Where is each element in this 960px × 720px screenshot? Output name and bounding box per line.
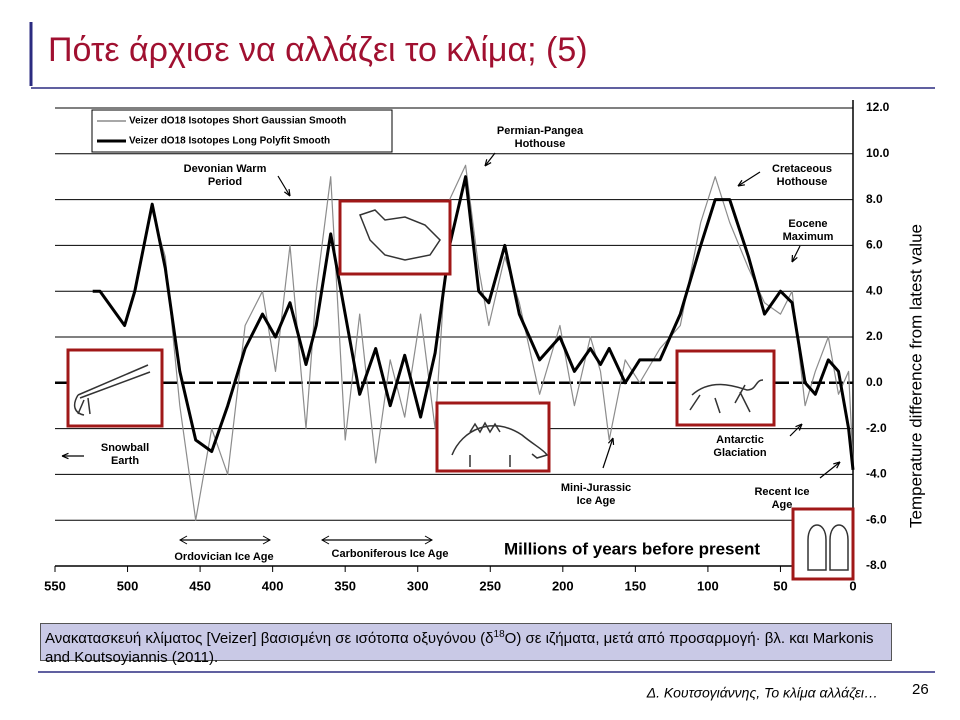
annotation: Hothouse (515, 138, 566, 150)
y-tick-label: 0.0 (866, 375, 883, 389)
x-tick-label: 350 (334, 578, 356, 593)
footer: Δ. Κουτσογιάννης, Το κλίμα αλλάζει… (646, 685, 878, 701)
y-tick-label: 2.0 (866, 329, 883, 343)
picture-frame (791, 507, 855, 581)
annotation-arrow (791, 245, 801, 263)
x-tick-label: 400 (262, 578, 284, 593)
annotation: Period (208, 176, 242, 188)
annotation: Earth (111, 455, 139, 467)
annotation-arrow (484, 152, 496, 167)
picture-sketch (451, 421, 549, 467)
arrow-head (833, 461, 841, 469)
arrow-head (61, 452, 69, 460)
x-tick-label: 50 (773, 578, 787, 593)
annotation: Permian-Pangea (497, 125, 584, 137)
y-tick-label: -6.0 (866, 512, 887, 526)
x-tick-label: 550 (44, 578, 66, 593)
y-tick-label: 10.0 (866, 146, 890, 160)
annotation: Cretaceous (772, 163, 832, 175)
arrow-head (320, 535, 434, 545)
legend-label: Veizer dO18 Isotopes Long Polyfit Smooth (129, 136, 330, 147)
series-line (92, 175, 855, 470)
x-tick-label: 300 (407, 578, 429, 593)
annotation: Age (772, 499, 793, 511)
y-tick-label: 4.0 (866, 283, 883, 297)
caption-sup: 18 (493, 629, 505, 640)
legend-box (91, 109, 393, 153)
x-tick-label: 450 (189, 578, 211, 593)
legend-label: Veizer dO18 Isotopes Short Gaussian Smoo… (129, 116, 346, 127)
picture-frame (338, 199, 452, 276)
y-tick-label: 8.0 (866, 192, 883, 206)
annotation-arrow (737, 171, 761, 187)
annotation: Snowball (101, 442, 149, 454)
annotation: Ice Age (577, 495, 616, 507)
slide-title: Πότε άρχισε να αλλάζει το κλίμα; (5) (48, 31, 588, 69)
y-tick-label: 12.0 (866, 100, 890, 114)
annotation: Glaciation (713, 447, 766, 459)
caption-text: O) σε ιζήματα, μετά από προσαρμογή· βλ. … (45, 630, 874, 666)
x-tick-label: 250 (479, 578, 501, 593)
series-line (151, 164, 854, 521)
annotation: Eocene (788, 218, 827, 230)
arrow-head (283, 188, 291, 197)
x-tick-label: 200 (552, 578, 574, 593)
arrow-head (484, 159, 492, 167)
annotation-arrow (789, 423, 803, 437)
picture-frame (435, 401, 551, 473)
arrow-head (178, 535, 272, 545)
annotation: Devonian Warm (184, 163, 267, 175)
x-tick-label: 100 (697, 578, 719, 593)
y-axis-label: Temperature difference from latest value (906, 224, 925, 528)
caption-text: Ανακατασκευή κλίματος [Veizer] βασισμένη… (45, 630, 494, 647)
x-tick-label: 150 (625, 578, 647, 593)
arrow-head (791, 254, 798, 263)
picture-sketch (689, 379, 764, 414)
annotation: Ordovician Ice Age (174, 551, 273, 563)
picture-sketch (807, 524, 849, 571)
page-number: 26 (912, 681, 929, 698)
y-tick-label: -2.0 (866, 421, 887, 435)
annotation: Maximum (783, 231, 834, 243)
annotation-arrow (277, 175, 291, 197)
picture-frame (675, 349, 776, 427)
arrow-head (737, 179, 746, 187)
caption: Ανακατασκευή κλίματος [Veizer] βασισμένη… (40, 623, 892, 666)
arrow-head (607, 437, 615, 446)
annotation: Carboniferous Ice Age (332, 548, 449, 560)
annotation-arrow (602, 437, 614, 469)
y-tick-label: 6.0 (866, 238, 883, 252)
x-axis-label: Millions of years before present (504, 539, 760, 558)
picture-frame (66, 348, 164, 428)
annotation: Antarctic (716, 434, 764, 446)
picture-sketch (73, 364, 151, 416)
x-tick-label: 0 (849, 578, 856, 593)
arrow-head (795, 423, 803, 431)
y-tick-label: -4.0 (866, 467, 887, 481)
picture-sketch (359, 209, 441, 261)
x-tick-label: 500 (117, 578, 139, 593)
y-tick-label: -8.0 (866, 558, 887, 572)
annotation: Hothouse (777, 176, 828, 188)
annotation: Mini-Jurassic (561, 482, 631, 494)
annotation: Recent Ice (754, 486, 809, 498)
annotation-arrow (819, 461, 841, 479)
